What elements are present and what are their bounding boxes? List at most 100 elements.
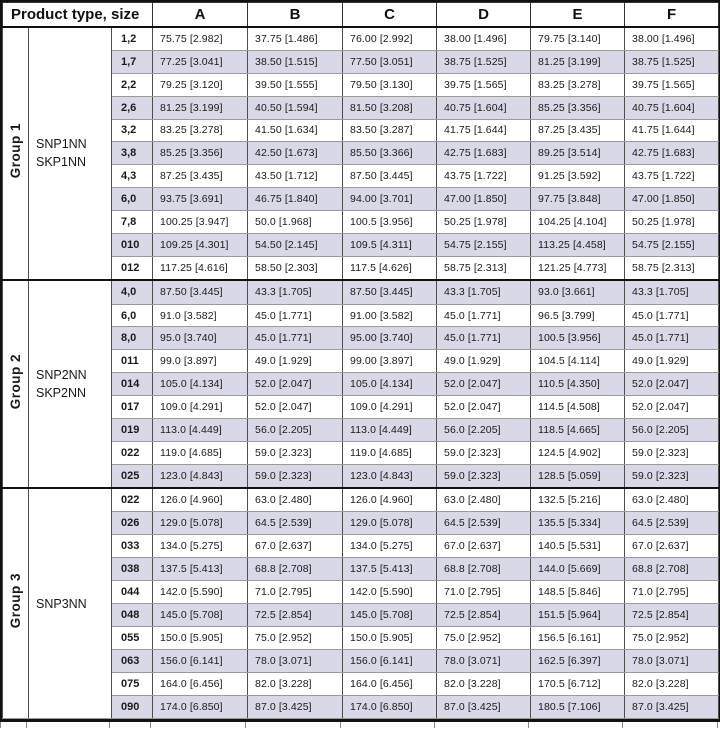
value-cell-c: 85.50 [3.366] [342,141,438,166]
value-cell-f: 72.5 [2.854] [624,603,720,628]
table-header: Product type, size A B C D E F [1,2,720,28]
size-cell: 063 [110,648,154,673]
table-row: 1,7 77.25 [3.041] 38.50 [1.515] 77.50 [3.05… [3,49,720,74]
value-cell-b: 75.0 [2.952] [247,626,344,650]
border-stub [150,722,151,728]
value-cell-b: 42.50 [1.673] [247,141,344,166]
value-cell-f: 47.00 [1.850] [624,187,720,212]
size-cell: 017 [110,395,154,420]
value-cell-f: 49.0 [1.929] [624,349,720,374]
value-cell-b: 52.0 [2.047] [247,395,344,420]
value-cell-b: 40.50 [1.594] [247,95,344,120]
value-cell-a: 150.0 [5.905] [152,626,249,650]
value-cell-b: 38.50 [1.515] [247,49,344,74]
value-cell-a: 134.0 [5.275] [152,534,249,559]
value-cell-d: 71.0 [2.795] [436,580,532,605]
value-cell-a: 113.0 [4.449] [152,418,249,442]
value-cell-b: 43.3 [1.705] [247,279,344,305]
value-cell-d: 47.00 [1.850] [436,187,532,212]
border-stub [245,722,246,728]
table-row: 010 109.25 [4.301] 54.50 [2.145] 109.5 [4.3… [3,233,720,257]
value-cell-b: 71.0 [2.795] [247,580,344,605]
value-cell-e: 121.25 [4.773] [530,255,626,281]
header-product-type-size: Product type, size [1,2,154,28]
size-cell: 4,0 [110,279,154,305]
value-cell-a: 87.25 [3.435] [152,164,249,189]
size-cell: 075 [110,671,154,696]
value-cell-b: 67.0 [2.637] [247,534,344,559]
value-cell-e: 104.5 [4.114] [530,349,626,374]
value-cell-c: 109.5 [4.311] [342,233,438,257]
border-stub [340,722,341,728]
value-cell-c: 164.0 [6.456] [342,671,438,696]
size-cell: 1,7 [110,49,154,74]
value-cell-b: 39.50 [1.555] [247,72,344,97]
value-cell-f: 71.0 [2.795] [624,580,720,605]
value-cell-d: 82.0 [3.228] [436,671,532,696]
value-cell-c: 99.00 [3.897] [342,349,438,374]
size-cell: 010 [110,233,154,257]
value-cell-c: 77.50 [3.051] [342,49,438,74]
value-cell-f: 64.5 [2.539] [624,511,720,536]
value-cell-d: 75.0 [2.952] [436,626,532,650]
size-cell: 022 [110,440,154,465]
value-cell-f: 43.3 [1.705] [624,279,720,305]
value-cell-f: 75.0 [2.952] [624,626,720,650]
table-row: Group 2 SNP2NN SKP2NN 4,0 87.50 [3.445] 43.3 … [2,279,720,489]
value-cell-d: 41.75 [1.644] [436,118,532,143]
value-cell-e: 170.5 [6.712] [530,671,626,696]
value-cell-f: 58.75 [2.313] [624,255,720,281]
value-cell-b: 63.0 [2.480] [247,487,344,513]
value-cell-c: 76.00 [2.992] [342,25,438,51]
value-cell-c: 129.0 [5.078] [342,511,438,536]
table-row: 6,0 93.75 [3.691] 46.75 [1.840] 94.00 [3.70… [3,187,720,212]
value-cell-c: 134.0 [5.275] [342,534,438,559]
value-cell-b: 72.5 [2.854] [247,603,344,628]
value-cell-f: 50.25 [1.978] [624,210,720,235]
table-row: 026 129.0 [5.078] 64.5 [2.539] 129.0 [5.078… [3,511,720,536]
value-cell-e: 135.5 [5.334] [530,511,626,536]
table-row: 8,0 95.0 [3.740] 45.0 [1.771] 95.00 [3.740]… [3,326,720,351]
value-cell-c: 145.0 [5.708] [342,603,438,628]
value-cell-a: 142.0 [5.590] [152,580,249,605]
value-cell-b: 82.0 [3.228] [247,671,344,696]
value-cell-b: 50.0 [1.968] [247,210,344,235]
size-cell: 055 [110,626,154,650]
table-body: Group 1 SNP1NN SKP1NN 1,2 75.75 [2.982] 37.75… [2,25,720,720]
value-cell-d: 52.0 [2.047] [436,395,532,420]
value-cell-e: 151.5 [5.964] [530,603,626,628]
value-cell-d: 68.8 [2.708] [436,557,532,582]
value-cell-f: 68.8 [2.708] [624,557,720,582]
value-cell-f: 63.0 [2.480] [624,487,720,513]
value-cell-f: 38.75 [1.525] [624,49,720,74]
border-stub [26,722,27,728]
size-cell: 025 [110,463,154,489]
value-cell-d: 87.0 [3.425] [436,694,532,720]
value-cell-c: 142.0 [5.590] [342,580,438,605]
value-cell-e: 156.5 [6.161] [530,626,626,650]
value-cell-b: 46.75 [1.840] [247,187,344,212]
header-col-b: B [247,2,344,28]
size-cell: 038 [110,557,154,582]
value-cell-d: 45.0 [1.771] [436,303,532,328]
value-cell-c: 94.00 [3.701] [342,187,438,212]
value-cell-a: 87.50 [3.445] [152,279,249,305]
value-cell-f: 59.0 [2.323] [624,440,720,465]
value-cell-d: 54.75 [2.155] [436,233,532,257]
size-cell: 4,3 [110,164,154,189]
border-stub [434,722,435,728]
value-cell-d: 52.0 [2.047] [436,372,532,397]
value-cell-a: 83.25 [3.278] [152,118,249,143]
table-row: 022 119.0 [4.685] 59.0 [2.323] 119.0 [4.685… [3,440,720,465]
value-cell-e: 89.25 [3.514] [530,141,626,166]
value-cell-c: 79.50 [3.130] [342,72,438,97]
value-cell-b: 52.0 [2.047] [247,372,344,397]
header-col-e: E [530,2,626,28]
value-cell-a: 93.75 [3.691] [152,187,249,212]
size-cell: 2,6 [110,95,154,120]
value-cell-f: 40.75 [1.604] [624,95,720,120]
group-label: Group 2 [2,279,29,489]
table-row: 044 142.0 [5.590] 71.0 [2.795] 142.0 [5.590… [3,580,720,605]
size-cell: 7,8 [110,210,154,235]
